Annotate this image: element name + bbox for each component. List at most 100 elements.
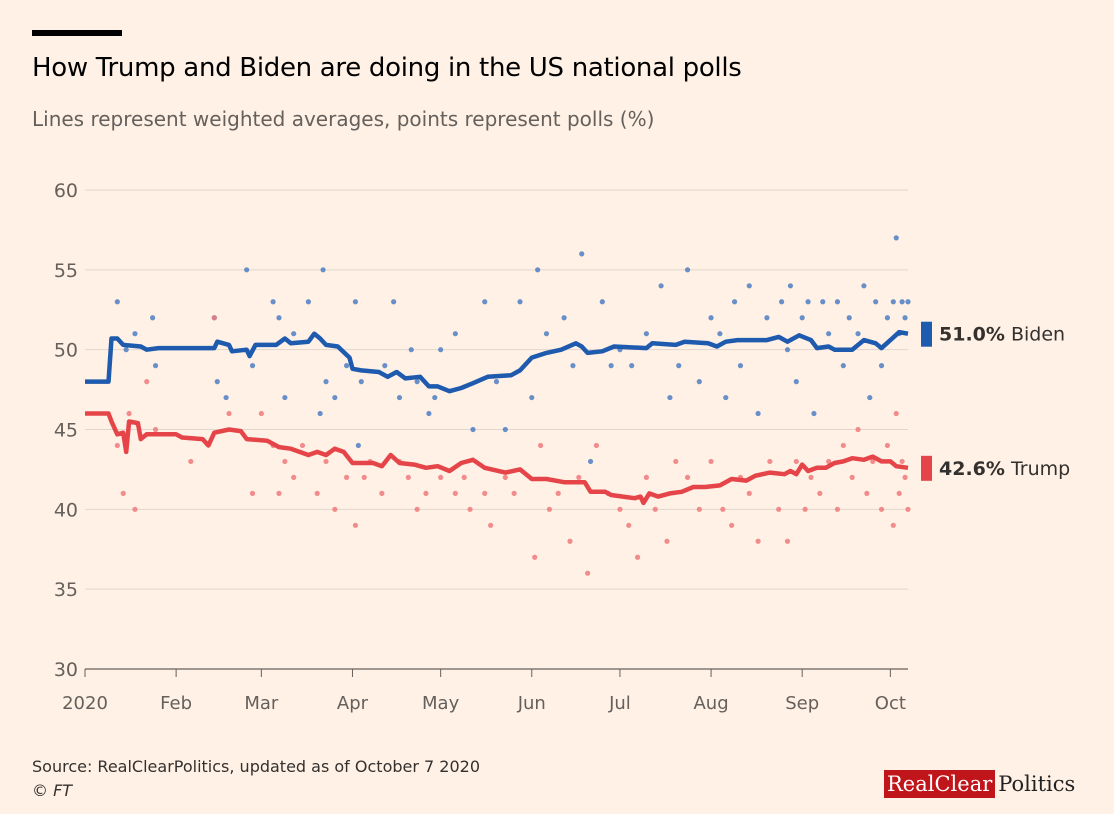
end-label-name-biden: Biden [1005, 324, 1065, 346]
poll-point-biden-66 [799, 315, 805, 321]
poll-point-trump-37 [537, 442, 544, 449]
poll-point-trump-4 [144, 379, 150, 385]
poll-point-trump-16 [314, 490, 320, 496]
poll-point-biden-76 [867, 394, 873, 401]
x-tick-label-Aug: Aug [693, 693, 728, 714]
x-tick-label-Jul: Jul [608, 693, 631, 714]
x-tick-label-May: May [422, 693, 460, 714]
poll-point-trump-63 [793, 458, 799, 465]
poll-point-biden-6 [214, 379, 220, 385]
poll-point-biden-65 [793, 379, 799, 385]
poll-point-trump-67 [826, 458, 832, 465]
poll-point-biden-81 [893, 235, 899, 241]
poll-point-biden-77 [873, 299, 879, 305]
poll-point-trump-43 [593, 442, 600, 449]
logo-red-part: RealClear [884, 770, 996, 798]
poll-point-biden-50 [667, 394, 673, 401]
y-tick-label-45: 45 [54, 420, 78, 442]
poll-point-trump-76 [890, 522, 896, 528]
poll-point-biden-30 [438, 347, 444, 353]
poll-point-biden-49 [658, 283, 664, 289]
poll-point-trump-31 [467, 506, 473, 512]
poll-point-biden-26 [408, 347, 414, 353]
poll-point-biden-24 [391, 299, 397, 305]
poll-point-trump-51 [673, 458, 679, 465]
poll-point-biden-2 [132, 331, 138, 337]
poll-point-trump-53 [696, 506, 702, 512]
poll-point-trump-50 [664, 538, 670, 544]
poll-point-biden-54 [708, 315, 714, 321]
poll-point-biden-79 [884, 315, 891, 321]
x-tick-label-Mar: Mar [244, 693, 279, 714]
poll-point-trump-79 [899, 458, 905, 465]
poll-point-trump-2 [126, 410, 132, 417]
poll-point-trump-62 [784, 538, 791, 544]
poll-point-trump-61 [776, 506, 782, 512]
poll-point-biden-75 [861, 283, 867, 289]
poll-point-biden-17 [317, 410, 323, 417]
x-tick-label-Sep: Sep [785, 693, 819, 714]
ft-top-rule [32, 30, 122, 36]
poll-point-biden-10 [270, 299, 276, 305]
poll-point-biden-67 [805, 299, 811, 305]
y-tick-label-60: 60 [54, 180, 78, 202]
poll-point-biden-27 [414, 379, 420, 385]
poll-point-trump-66 [817, 490, 823, 496]
poll-point-biden-58 [737, 363, 744, 369]
poll-point-trump-47 [634, 554, 641, 560]
poll-point-trump-15 [299, 442, 306, 449]
poll-point-trump-58 [746, 490, 752, 496]
poll-point-trump-8 [226, 410, 232, 417]
poll-point-biden-83 [899, 299, 905, 305]
copyright-credit: © FT [32, 781, 73, 800]
x-tick-label-Oct: Oct [875, 693, 906, 714]
poll-point-biden-16 [323, 379, 329, 385]
poll-point-trump-41 [576, 474, 582, 480]
source-note: Source: RealClearPolitics, updated as of… [32, 757, 480, 776]
poll-point-trump-45 [617, 506, 623, 512]
poll-point-biden-70 [826, 331, 832, 337]
poll-point-trump-56 [729, 522, 735, 528]
y-tick-label-35: 35 [54, 579, 78, 601]
y-tick-label-30: 30 [54, 659, 78, 681]
poll-point-trump-7 [211, 315, 217, 321]
x-tick-label-Feb: Feb [160, 693, 192, 714]
poll-point-trump-54 [708, 458, 714, 465]
poll-point-trump-6 [188, 458, 194, 465]
poll-point-trump-38 [546, 506, 553, 512]
poll-point-trump-5 [152, 426, 159, 433]
end-label-value-biden: 51.0% [939, 324, 1005, 346]
poll-point-biden-21 [355, 442, 361, 449]
poll-point-trump-32 [482, 490, 488, 496]
poll-point-trump-42 [585, 570, 591, 576]
poll-point-trump-19 [343, 474, 350, 480]
poll-point-trump-52 [684, 474, 691, 480]
end-label-trump: 42.6% Trump [939, 458, 1070, 480]
poll-point-biden-71 [834, 299, 841, 305]
poll-point-biden-51 [676, 363, 682, 369]
poll-point-trump-28 [438, 474, 444, 480]
poll-point-trump-64 [802, 506, 808, 512]
poll-point-trump-18 [332, 506, 338, 512]
poll-point-trump-25 [405, 474, 411, 480]
poll-point-biden-52 [684, 267, 691, 273]
poll-point-biden-63 [784, 347, 791, 353]
average-line-biden [85, 329, 909, 394]
poll-point-biden-0 [114, 299, 120, 305]
poll-point-biden-34 [493, 379, 500, 385]
poll-point-biden-62 [779, 299, 785, 305]
poll-point-biden-14 [305, 299, 311, 305]
poll-point-trump-55 [720, 506, 726, 512]
poll-point-trump-78 [896, 490, 902, 496]
poll-point-biden-8 [244, 267, 250, 273]
x-tick-label-2020: 2020 [62, 693, 108, 714]
poll-point-biden-44 [599, 299, 605, 305]
poll-point-biden-84 [902, 315, 908, 321]
poll-point-trump-35 [511, 490, 517, 496]
poll-point-trump-13 [282, 458, 288, 465]
poll-point-trump-36 [532, 554, 538, 560]
poll-point-biden-38 [535, 267, 541, 273]
poll-point-biden-85 [905, 299, 911, 305]
poll-point-trump-72 [864, 490, 870, 496]
poll-point-trump-39 [555, 490, 561, 496]
